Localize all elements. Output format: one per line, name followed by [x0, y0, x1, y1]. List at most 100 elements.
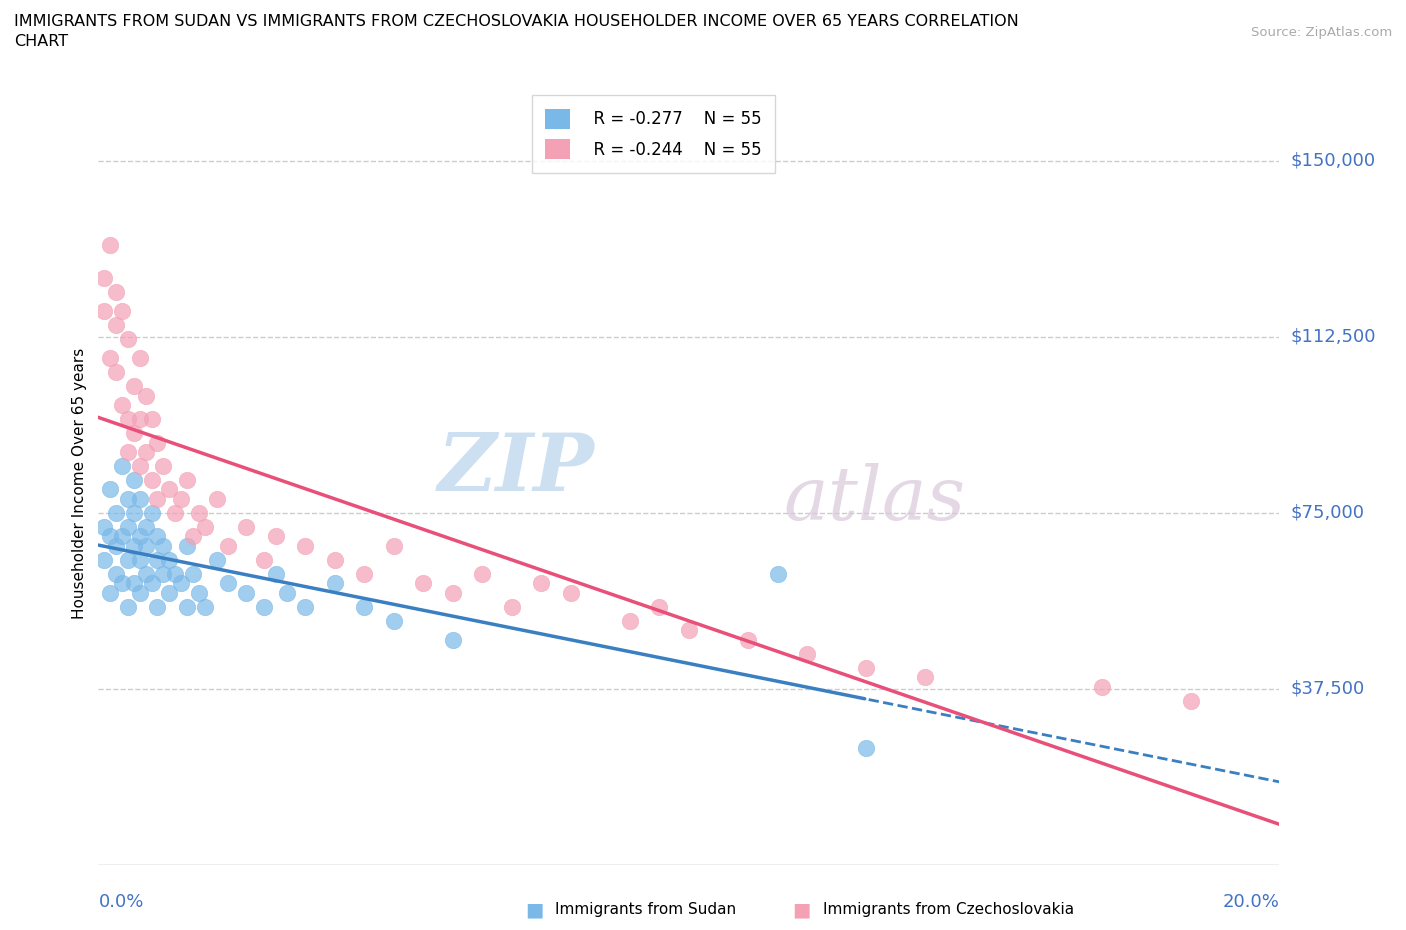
- Point: [471, 566, 494, 581]
- Point: [117, 599, 139, 614]
- Point: [93, 304, 115, 319]
- Point: [264, 529, 287, 544]
- Point: [187, 506, 209, 521]
- Point: [135, 520, 157, 535]
- Point: [105, 365, 128, 379]
- Text: Source: ZipAtlas.com: Source: ZipAtlas.com: [1251, 26, 1392, 39]
- Point: [276, 585, 298, 600]
- Point: [105, 506, 128, 521]
- Point: [146, 529, 169, 544]
- Point: [205, 552, 228, 567]
- Point: [235, 520, 257, 535]
- Point: [382, 614, 405, 629]
- Point: [93, 552, 115, 567]
- Point: [737, 632, 759, 647]
- Point: [194, 520, 217, 535]
- Point: [98, 351, 121, 365]
- Point: [157, 482, 180, 497]
- Point: [253, 552, 276, 567]
- Text: atlas: atlas: [783, 462, 966, 535]
- Point: [128, 552, 150, 567]
- Point: [323, 552, 346, 567]
- Point: [98, 529, 121, 544]
- Point: [105, 566, 128, 581]
- Point: [766, 566, 789, 581]
- Point: [796, 646, 818, 661]
- Point: [105, 538, 128, 553]
- Text: CHART: CHART: [14, 34, 67, 49]
- Point: [176, 599, 198, 614]
- Point: [530, 576, 553, 591]
- Text: ■: ■: [792, 900, 811, 919]
- Point: [111, 576, 134, 591]
- Point: [122, 506, 145, 521]
- Point: [176, 472, 198, 487]
- Point: [93, 520, 115, 535]
- Point: [105, 285, 128, 299]
- Text: ZIP: ZIP: [437, 430, 595, 507]
- Text: IMMIGRANTS FROM SUDAN VS IMMIGRANTS FROM CZECHOSLOVAKIA HOUSEHOLDER INCOME OVER : IMMIGRANTS FROM SUDAN VS IMMIGRANTS FROM…: [14, 14, 1019, 29]
- Point: [294, 599, 316, 614]
- Point: [1091, 679, 1114, 694]
- Point: [353, 566, 375, 581]
- Point: [141, 472, 163, 487]
- Point: [128, 412, 150, 427]
- Point: [128, 351, 150, 365]
- Point: [117, 552, 139, 567]
- Text: ■: ■: [524, 900, 544, 919]
- Point: [141, 506, 163, 521]
- Point: [146, 599, 169, 614]
- Point: [135, 388, 157, 403]
- Point: [217, 576, 239, 591]
- Point: [122, 472, 145, 487]
- Point: [117, 412, 139, 427]
- Point: [441, 632, 464, 647]
- Point: [353, 599, 375, 614]
- Point: [176, 538, 198, 553]
- Point: [122, 426, 145, 441]
- Point: [141, 576, 163, 591]
- Point: [117, 332, 139, 347]
- Text: $112,500: $112,500: [1291, 328, 1376, 346]
- Point: [128, 491, 150, 506]
- Point: [122, 576, 145, 591]
- Point: [128, 529, 150, 544]
- Point: [855, 740, 877, 755]
- Point: [157, 585, 180, 600]
- Point: [98, 482, 121, 497]
- Point: [648, 599, 671, 614]
- Point: [146, 552, 169, 567]
- Point: [170, 491, 193, 506]
- Point: [253, 599, 276, 614]
- Point: [141, 412, 163, 427]
- Point: [128, 585, 150, 600]
- Text: $37,500: $37,500: [1291, 680, 1365, 698]
- Text: Immigrants from Czechoslovakia: Immigrants from Czechoslovakia: [823, 902, 1074, 917]
- Text: 0.0%: 0.0%: [98, 893, 143, 910]
- Point: [146, 435, 169, 450]
- Point: [1180, 693, 1202, 708]
- Text: 20.0%: 20.0%: [1223, 893, 1279, 910]
- Point: [294, 538, 316, 553]
- Point: [111, 397, 134, 412]
- Point: [122, 538, 145, 553]
- Point: [264, 566, 287, 581]
- Point: [111, 529, 134, 544]
- Point: [323, 576, 346, 591]
- Point: [205, 491, 228, 506]
- Point: [914, 670, 936, 684]
- Point: [560, 585, 582, 600]
- Point: [117, 520, 139, 535]
- Point: [117, 445, 139, 459]
- Point: [152, 566, 174, 581]
- Point: [135, 445, 157, 459]
- Point: [217, 538, 239, 553]
- Point: [165, 506, 187, 521]
- Text: Immigrants from Sudan: Immigrants from Sudan: [555, 902, 737, 917]
- Point: [187, 585, 209, 600]
- Point: [111, 304, 134, 319]
- Point: [152, 458, 174, 473]
- Point: [122, 379, 145, 393]
- Point: [855, 660, 877, 675]
- Point: [165, 566, 187, 581]
